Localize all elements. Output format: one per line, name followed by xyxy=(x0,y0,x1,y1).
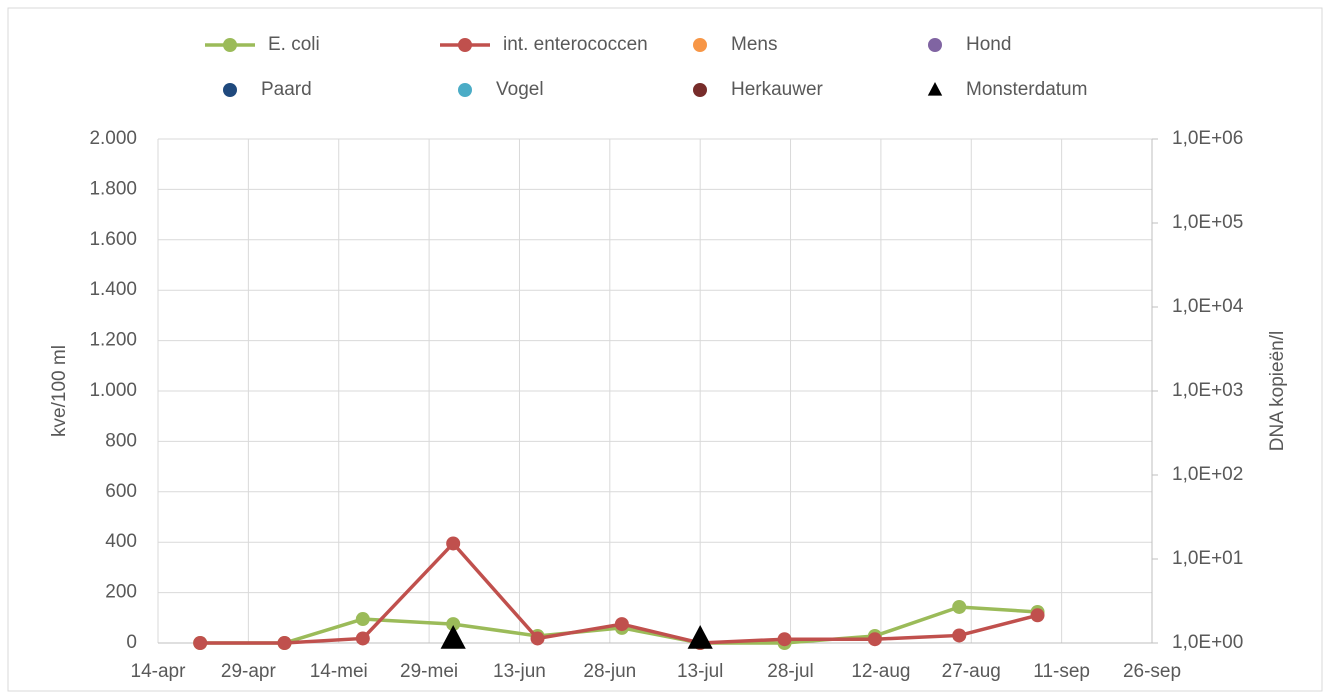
legend-label: int. enterococcen xyxy=(503,34,648,55)
legend-label: Herkauwer xyxy=(731,79,824,100)
x-tick-label: 13-jul xyxy=(677,661,723,682)
legend-label: Monsterdatum xyxy=(966,79,1087,100)
x-tick-label: 29-mei xyxy=(400,661,458,682)
data-point xyxy=(952,599,967,614)
y-tick-label: 400 xyxy=(105,531,137,552)
y2-tick-label: 1,0E+04 xyxy=(1172,296,1244,317)
y2-tick-label: 1,0E+03 xyxy=(1172,380,1243,401)
legend-marker xyxy=(223,38,237,52)
legend-label: Paard xyxy=(261,79,312,100)
y-tick-label: 800 xyxy=(105,430,137,451)
data-point xyxy=(952,628,967,643)
x-tick-label: 29-apr xyxy=(221,661,277,682)
legend-marker xyxy=(693,38,707,52)
x-tick-label: 14-mei xyxy=(310,661,368,682)
x-tick-label: 27-aug xyxy=(942,661,1001,682)
y2-tick-label: 1,0E+06 xyxy=(1172,128,1243,149)
y-tick-label: 1.600 xyxy=(89,229,137,250)
legend-marker xyxy=(927,82,943,96)
legend-label: E. coli xyxy=(268,34,320,55)
legend-marker xyxy=(928,38,942,52)
y-tick-label: 1.000 xyxy=(89,380,137,401)
x-tick-label: 14-apr xyxy=(131,661,187,682)
y-tick-label: 0 xyxy=(126,632,137,653)
sample-marker xyxy=(687,625,713,649)
data-point xyxy=(355,631,370,646)
y2-axis-title: DNA kopieën/l xyxy=(1267,331,1288,451)
x-tick-label: 28-jun xyxy=(583,661,636,682)
data-point xyxy=(355,612,370,627)
y-tick-label: 2.000 xyxy=(89,128,137,149)
y-tick-label: 600 xyxy=(105,481,137,502)
legend-label: Mens xyxy=(731,34,777,55)
x-tick-label: 26-sep xyxy=(1123,661,1181,682)
legend-marker xyxy=(693,83,707,97)
legend-label: Vogel xyxy=(496,79,544,100)
y-tick-label: 1.400 xyxy=(89,279,137,300)
y-tick-label: 1.200 xyxy=(89,330,137,351)
data-point xyxy=(530,631,545,646)
x-tick-label: 28-jul xyxy=(767,661,813,682)
y-tick-label: 200 xyxy=(105,582,137,603)
x-tick-label: 13-jun xyxy=(493,661,546,682)
x-tick-label: 12-aug xyxy=(851,661,910,682)
data-point xyxy=(1030,608,1045,623)
chart-border xyxy=(7,7,1323,692)
legend-label: Hond xyxy=(966,34,1011,55)
data-point xyxy=(193,636,208,650)
sample-marker xyxy=(440,625,466,649)
x-tick-label: 11-sep xyxy=(1033,661,1090,682)
data-point xyxy=(446,536,461,551)
legend-marker xyxy=(458,83,472,97)
data-point xyxy=(777,632,792,647)
y-axis-title: kve/100 ml xyxy=(49,345,70,437)
legend-marker xyxy=(223,83,237,97)
y2-tick-label: 1,0E+00 xyxy=(1172,632,1243,653)
data-point xyxy=(614,617,629,632)
y2-tick-label: 1,0E+05 xyxy=(1172,212,1243,233)
data-point xyxy=(277,636,292,650)
y2-tick-label: 1,0E+02 xyxy=(1172,464,1243,485)
legend-marker xyxy=(458,38,472,52)
y2-tick-label: 1,0E+01 xyxy=(1172,548,1243,569)
y-tick-label: 1.800 xyxy=(89,178,137,199)
data-point xyxy=(446,617,461,632)
data-point xyxy=(867,632,882,647)
